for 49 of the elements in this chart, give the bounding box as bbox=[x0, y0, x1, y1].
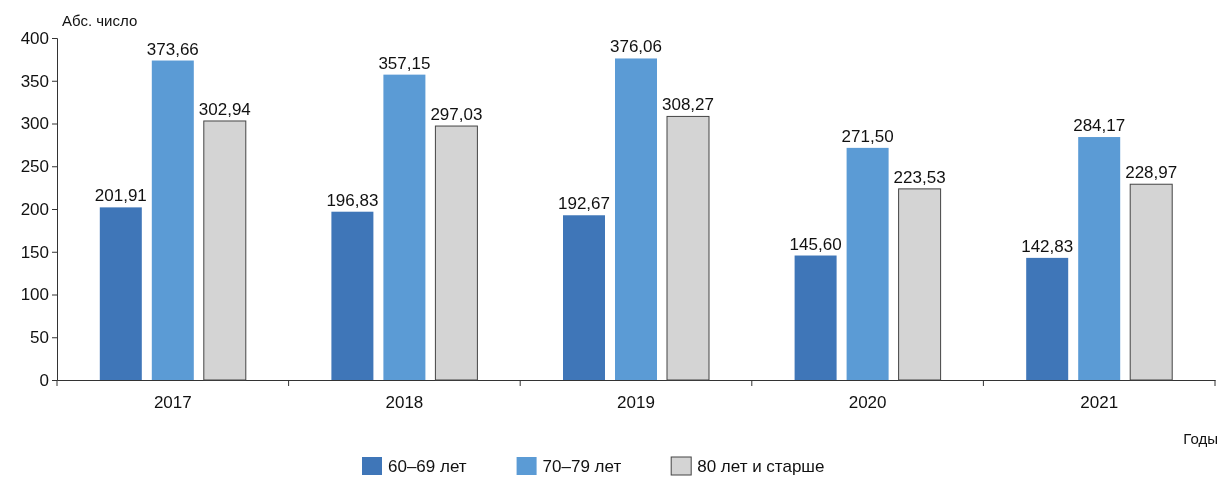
bar bbox=[846, 147, 889, 380]
y-tick-label: 0 bbox=[39, 370, 49, 390]
x-tick-label: 2018 bbox=[385, 393, 424, 413]
data-label: 357,15 bbox=[378, 53, 431, 73]
data-label: 223,53 bbox=[893, 167, 946, 187]
bar bbox=[434, 125, 478, 381]
bar bbox=[615, 58, 657, 380]
bar bbox=[1026, 257, 1069, 380]
legend-label: 60–69 лет bbox=[388, 457, 467, 476]
y-tick-label: 200 bbox=[20, 199, 49, 219]
bar bbox=[666, 115, 710, 381]
data-label: 201,91 bbox=[94, 186, 147, 206]
y-tick-label: 300 bbox=[20, 114, 49, 134]
data-label: 145,60 bbox=[789, 234, 842, 254]
bar bbox=[203, 120, 247, 381]
data-label: 192,67 bbox=[558, 194, 610, 214]
y-tick-label: 250 bbox=[20, 157, 49, 177]
y-tick-label: 400 bbox=[20, 28, 49, 48]
bar bbox=[794, 255, 837, 380]
x-tick-label: 2021 bbox=[1080, 393, 1119, 413]
data-label: 308,27 bbox=[662, 95, 714, 115]
y-tick-label: 150 bbox=[20, 242, 49, 262]
bar bbox=[383, 74, 426, 380]
data-label: 228,97 bbox=[1125, 163, 1178, 183]
x-tick-label: 2017 bbox=[153, 393, 192, 413]
bar bbox=[898, 188, 942, 381]
y-tick-label: 350 bbox=[20, 71, 49, 91]
legend-label: 70–79 лет bbox=[542, 457, 622, 476]
bar bbox=[331, 211, 374, 380]
y-axis-title: Абс. число bbox=[62, 12, 138, 29]
data-label: 376,06 bbox=[610, 37, 662, 57]
data-label: 271,50 bbox=[841, 126, 894, 146]
data-label: 302,94 bbox=[198, 99, 251, 119]
x-tick-label: 2019 bbox=[617, 393, 655, 413]
data-label: 284,17 bbox=[1073, 116, 1126, 136]
bar bbox=[151, 60, 194, 380]
bar bbox=[1129, 183, 1173, 381]
data-label: 297,03 bbox=[430, 105, 483, 125]
legend-label: 80 лет и старше bbox=[697, 457, 825, 476]
data-label: 142,83 bbox=[1021, 236, 1074, 256]
y-tick-label: 50 bbox=[30, 328, 49, 348]
data-label: 196,83 bbox=[326, 190, 379, 210]
x-tick-label: 2020 bbox=[848, 393, 887, 413]
bar bbox=[99, 207, 142, 380]
data-label: 373,66 bbox=[146, 39, 199, 59]
bar bbox=[1078, 137, 1121, 380]
x-axis-title: Годы bbox=[1183, 430, 1218, 447]
bar bbox=[563, 215, 605, 380]
y-tick-label: 100 bbox=[20, 285, 49, 305]
